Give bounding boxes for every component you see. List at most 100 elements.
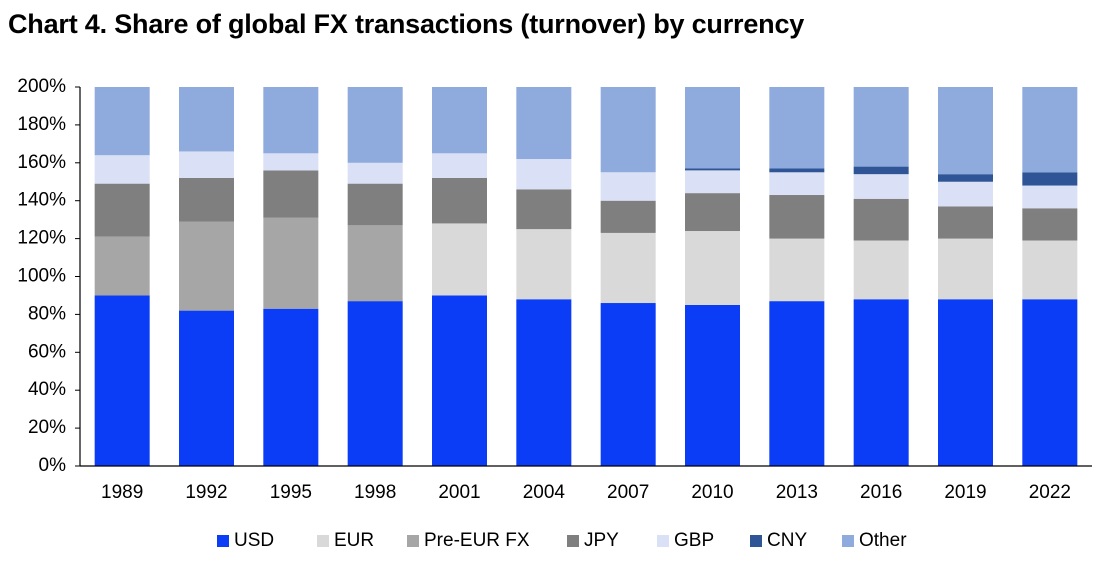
- bar-segment-other-2019: [938, 87, 993, 175]
- x-tick-label: 2013: [776, 482, 818, 503]
- bar-segment-eur-2007: [600, 232, 656, 304]
- bar-segment-pre-eur-fx-1989: [94, 236, 150, 296]
- x-tick-label: 1998: [354, 482, 396, 503]
- bar-segment-jpy-2007: [600, 200, 656, 233]
- legend: USD EUR Pre-EUR FX JPY GBP CNY Other: [0, 527, 1114, 555]
- y-tick-label: 60%: [28, 341, 66, 362]
- x-tick-label: 1992: [185, 482, 227, 503]
- bar-segment-other-1998: [347, 87, 403, 163]
- bar-segment-gbp-2022: [1022, 185, 1078, 209]
- legend-swatch: [317, 535, 329, 547]
- bar-segment-other-1992: [179, 87, 234, 152]
- bar-segment-pre-eur-fx-1998: [347, 225, 403, 302]
- bar-segment-cny-2016: [853, 166, 909, 175]
- bar-segment-gbp-2016: [853, 174, 909, 199]
- legend-swatch: [567, 535, 579, 547]
- bar-segment-other-1989: [94, 87, 150, 156]
- bar-segment-gbp-2019: [938, 181, 993, 207]
- bar-segment-usd-2013: [769, 301, 825, 466]
- bar-segment-usd-1992: [179, 310, 234, 466]
- legend-label: Pre-EUR FX: [424, 530, 530, 551]
- legend-swatch: [217, 535, 229, 547]
- bar-segment-jpy-2001: [432, 177, 487, 224]
- bar-segment-eur-2010: [685, 231, 740, 305]
- bar-segment-jpy-1992: [179, 177, 234, 222]
- bar-segment-cny-2019: [938, 174, 993, 182]
- bar-segment-cny-2022: [1022, 172, 1078, 186]
- bar-segment-usd-2004: [516, 299, 572, 466]
- bar-segment-jpy-2016: [853, 198, 909, 241]
- bar-segment-gbp-2010: [685, 170, 740, 194]
- bar-segment-cny-2013: [769, 168, 825, 173]
- x-tick-label: 2019: [944, 482, 986, 503]
- legend-item-eur: EUR: [317, 527, 374, 555]
- bar-segment-usd-2010: [685, 304, 740, 466]
- bar-segment-gbp-1989: [94, 155, 150, 184]
- y-tick-label: 200%: [17, 76, 66, 97]
- legend-item-gbp: GBP: [657, 527, 714, 555]
- x-tick-label: 1995: [270, 482, 312, 503]
- bar-segment-jpy-2004: [516, 189, 572, 230]
- y-tick-label: 0%: [39, 455, 67, 476]
- y-tick-label: 180%: [17, 114, 66, 135]
- bar-segment-other-2004: [516, 87, 572, 160]
- bar-segment-other-2001: [432, 87, 487, 154]
- x-tick-label: 2001: [438, 482, 480, 503]
- x-tick-label: 2016: [860, 482, 902, 503]
- bar-segment-gbp-1992: [179, 151, 234, 178]
- legend-swatch: [657, 535, 669, 547]
- legend-label: USD: [234, 530, 275, 551]
- bar-segment-eur-2019: [938, 238, 993, 300]
- bar-segment-usd-1998: [347, 301, 403, 466]
- bar-segment-pre-eur-fx-1995: [263, 217, 319, 309]
- x-tick-label: 2007: [607, 482, 649, 503]
- chart-title: Chart 4. Share of global FX transactions…: [8, 9, 805, 39]
- legend-label: GBP: [674, 530, 715, 551]
- legend-item-other: Other: [842, 527, 907, 555]
- bar-segment-usd-1995: [263, 308, 319, 466]
- legend-label: JPY: [584, 530, 619, 551]
- bar-segment-jpy-1998: [347, 183, 403, 226]
- bar-segment-usd-2016: [853, 299, 909, 466]
- bar-segment-other-1995: [263, 87, 319, 154]
- bar-segment-usd-1989: [94, 295, 150, 466]
- x-tick-label: 2022: [1029, 482, 1071, 503]
- y-tick-label: 20%: [28, 417, 66, 438]
- x-tick-labels: 1989 1992 1995 1998 2001 2004 2007 2010 2013 2016…: [101, 482, 1071, 503]
- bar-segment-other-2022: [1022, 87, 1078, 173]
- x-tick-label: 1989: [101, 482, 143, 503]
- legend-label: CNY: [767, 530, 808, 551]
- bar-segment-jpy-2010: [685, 193, 740, 232]
- bar-segment-gbp-1995: [263, 153, 319, 171]
- legend-item-pre-eur-fx: Pre-EUR FX: [407, 527, 530, 555]
- bar-segment-gbp-2013: [769, 172, 825, 196]
- bar-segment-jpy-1989: [94, 183, 150, 237]
- bar-segment-eur-2016: [853, 240, 909, 300]
- legend-item-jpy: JPY: [567, 527, 619, 555]
- bar-segment-gbp-2001: [432, 153, 487, 178]
- bar-segment-eur-2004: [516, 229, 572, 300]
- legend-label: Other: [859, 530, 907, 551]
- legend-swatch: [407, 535, 419, 547]
- bar-segment-usd-2007: [600, 303, 656, 466]
- bar-segment-pre-eur-fx-1992: [179, 221, 234, 311]
- bar-segment-jpy-1995: [263, 170, 319, 218]
- bar-segment-eur-2022: [1022, 240, 1078, 300]
- bar-segment-other-2016: [853, 87, 909, 167]
- y-tick-label: 40%: [28, 379, 66, 400]
- y-tick-label: 140%: [17, 190, 66, 211]
- bar-segment-jpy-2013: [769, 195, 825, 239]
- y-tick-labels: 0% 20% 40% 60% 80% 100% 120% 140% 160% 180% 200%: [17, 76, 80, 476]
- bar-segment-usd-2019: [938, 299, 993, 466]
- bar-segment-jpy-2022: [1022, 208, 1078, 241]
- y-tick-label: 80%: [28, 303, 66, 324]
- legend-item-cny: CNY: [750, 527, 807, 555]
- bar-segment-gbp-1998: [347, 162, 403, 184]
- bar-segment-eur-2013: [769, 238, 825, 302]
- bar-segment-other-2007: [600, 87, 656, 173]
- legend-swatch: [750, 535, 762, 547]
- bar-segment-jpy-2019: [938, 206, 993, 239]
- bar-segment-usd-2022: [1022, 299, 1078, 466]
- bar-segment-other-2010: [685, 87, 740, 169]
- x-tick-label: 2004: [523, 482, 566, 503]
